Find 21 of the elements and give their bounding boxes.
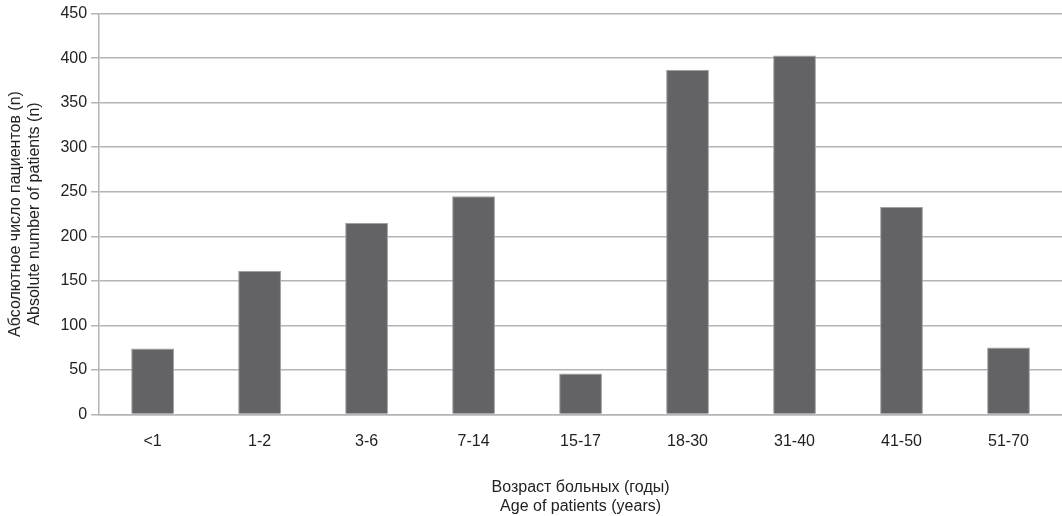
x-tick-label: <1: [143, 432, 162, 450]
x-tick-label: 41-50: [881, 432, 923, 450]
x-axis-title: Возраст больных (годы) Age of patients (years): [491, 477, 670, 514]
x-tick-label: 7-14: [457, 432, 490, 450]
x-tick-label: 18-30: [667, 432, 709, 450]
y-tick-label: 250: [60, 182, 88, 200]
y-tick-label: 300: [60, 137, 88, 155]
x-tick-label: 1-2: [248, 432, 272, 450]
x-tick-label: 31-40: [774, 432, 816, 450]
y-tick-label: 200: [60, 226, 88, 244]
y-tick-label: 100: [60, 315, 88, 333]
y-tick-label: 0: [78, 404, 88, 422]
x-tick-label: 3-6: [355, 432, 379, 450]
y-tick-label: 400: [60, 48, 88, 66]
y-tick-label: 150: [60, 271, 88, 289]
y-tick-label: 450: [60, 4, 88, 22]
x-tick-label: 15-17: [560, 432, 602, 450]
y-axis-title: Абсолютное число пациентов (n) Absolute number of patients (n): [6, 91, 43, 337]
y-tick-label: 50: [69, 360, 88, 378]
x-tick-label: 51-70: [988, 432, 1030, 450]
y-tick-label: 350: [60, 93, 88, 111]
